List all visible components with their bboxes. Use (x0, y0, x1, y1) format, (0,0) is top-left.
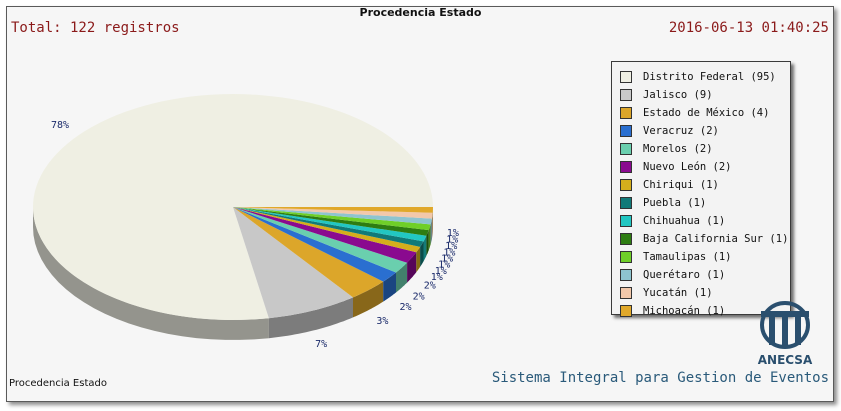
pie-pct-label-4: 2% (413, 292, 425, 303)
legend-swatch (620, 125, 632, 137)
pie-pct-label-0: 78% (51, 120, 69, 131)
pie-slice-5 (233, 207, 417, 263)
pie-slice-1 (233, 207, 353, 319)
legend-swatch (620, 143, 632, 155)
pie-slice-6 (233, 207, 421, 253)
legend-swatch (620, 161, 632, 173)
pie-side-11 (430, 218, 432, 245)
legend-label: Querétaro (1) (643, 269, 726, 281)
legend-label: Chiriqui (1) (643, 179, 719, 191)
legend-item: Michoacán (1) (620, 304, 725, 318)
legend-label: Michoacán (1) (643, 305, 726, 317)
pie-side-5 (407, 252, 417, 283)
pie-side-12 (431, 212, 433, 239)
legend-swatch (620, 197, 632, 209)
pie-side-2 (353, 281, 384, 318)
pie-slice-13 (233, 207, 433, 213)
footer-chart-label: Procedencia Estado (9, 378, 107, 389)
legend-swatch (620, 107, 632, 119)
legend-label: Puebla (1) (643, 197, 707, 209)
pie-side-0 (33, 207, 269, 340)
pie-pct-label-6: 1% (431, 272, 443, 283)
pie-pct-label-12: 1% (446, 235, 458, 246)
legend-item: Estado de México (4) (620, 106, 769, 120)
pie-side-9 (426, 230, 429, 256)
pie-side-4 (396, 262, 408, 293)
pie-side-3 (383, 272, 396, 302)
legend-swatch (620, 305, 632, 317)
pie-side-1 (268, 297, 353, 339)
legend-swatch (620, 89, 632, 101)
legend-swatch (620, 71, 632, 83)
pie-side-10 (428, 224, 431, 251)
pie-side-7 (420, 241, 424, 267)
legend-item: Puebla (1) (620, 196, 706, 210)
pie-slice-12 (233, 207, 433, 219)
pie-slice-11 (233, 207, 432, 225)
legend-item: Baja California Sur (1) (620, 232, 788, 246)
pie-slice-0 (33, 94, 434, 321)
legend-label: Chihuahua (1) (643, 215, 726, 227)
legend-label: Veracruz (2) (643, 125, 719, 137)
legend-label: Morelos (2) (643, 143, 713, 155)
total-records: Total: 122 registros (11, 20, 180, 36)
legend-item: Nuevo León (2) (620, 160, 732, 174)
legend-item: Tamaulipas (1) (620, 250, 732, 264)
legend-label: Jalisco (9) (643, 89, 713, 101)
pie-slice-7 (233, 207, 424, 247)
legend-label: Nuevo León (2) (643, 161, 732, 173)
pie-pct-label-5: 2% (424, 281, 436, 292)
legend-swatch (620, 251, 632, 263)
legend-label: Tamaulipas (1) (643, 251, 732, 263)
legend-label: Baja California Sur (1) (643, 233, 789, 245)
legend-swatch (620, 269, 632, 281)
pie-pct-label-1: 7% (315, 339, 327, 350)
legend-swatch (620, 179, 632, 191)
pie-slice-10 (233, 207, 431, 231)
legend-item: Chiriqui (1) (620, 178, 719, 192)
pie-pct-label-11: 1% (445, 241, 457, 252)
pie-pct-label-3: 2% (399, 302, 411, 313)
legend-swatch (620, 215, 632, 227)
pie-pct-label-9: 1% (441, 254, 453, 265)
legend-item: Distrito Federal (95) (620, 70, 776, 84)
legend-label: Distrito Federal (95) (643, 71, 776, 83)
pie-side-6 (416, 246, 421, 273)
legend-swatch (620, 233, 632, 245)
legend-label: Yucatán (1) (643, 287, 713, 299)
chart-title: Procedencia Estado (359, 6, 482, 19)
legend-item: Yucatán (1) (620, 286, 713, 300)
anecsa-logo-text: ANECSA (758, 353, 813, 367)
legend-item: Morelos (2) (620, 142, 713, 156)
pie-slice-8 (233, 207, 427, 242)
legend-label: Estado de México (4) (643, 107, 770, 119)
pie-slice-4 (233, 207, 408, 273)
legend-item: Querétaro (1) (620, 268, 725, 282)
legend-swatch (620, 287, 632, 299)
pie-pct-label-8: 1% (438, 260, 450, 271)
anecsa-logo: ANECSA (752, 300, 818, 370)
legend-item: Veracruz (2) (620, 124, 719, 138)
pie-slice-3 (233, 207, 396, 282)
pie-pct-label-7: 1% (435, 266, 447, 277)
chart-legend: Distrito Federal (95) Jalisco (9) Estado d… (611, 61, 791, 318)
system-name: Sistema Integral para Gestion de Eventos (491, 370, 829, 386)
legend-item: Chihuahua (1) (620, 214, 725, 228)
pie-slice-9 (233, 207, 429, 236)
pie-side-8 (423, 235, 427, 262)
legend-item: Jalisco (9) (620, 88, 713, 102)
anecsa-logo-mark: ANECSA (758, 301, 813, 367)
pie-pct-label-13: 1% (447, 228, 459, 239)
pie-slice-2 (233, 207, 384, 298)
pie-pct-label-10: 1% (443, 247, 455, 258)
report-timestamp: 2016-06-13 01:40:25 (668, 20, 829, 36)
pie-pct-label-2: 3% (376, 316, 388, 327)
